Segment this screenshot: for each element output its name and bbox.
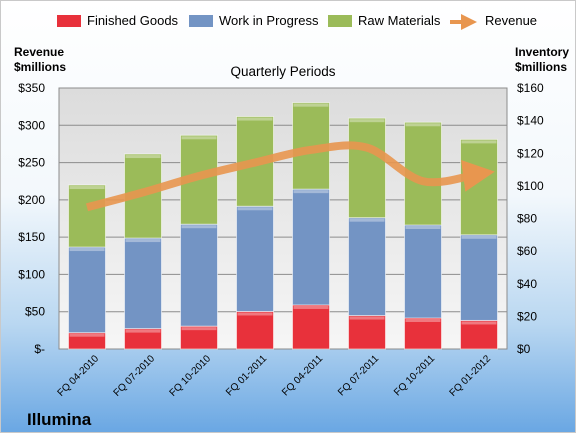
bar-work-in-progress [68, 246, 106, 334]
right-tick-label: $140 [517, 114, 544, 128]
right-tick-label: $100 [517, 179, 544, 193]
legend-label-revenue: Revenue [485, 13, 537, 28]
bar-work-in-progress-highlight [181, 225, 217, 229]
x-tick-label: FQ 07-2010 [112, 353, 158, 399]
bar-work-in-progress [404, 224, 442, 319]
bar-work-in-progress-highlight [405, 226, 441, 230]
bar-work-in-progress [460, 234, 498, 321]
bar-work-in-progress-highlight [237, 207, 273, 211]
bar-raw-materials [348, 117, 386, 219]
bar-work-in-progress-highlight [125, 239, 161, 243]
x-tick-label: FQ 10-2010 [168, 353, 214, 399]
revenue-line [85, 141, 495, 212]
revenue-line-group [85, 141, 495, 212]
left-tick-label: $350 [18, 81, 45, 95]
bar-finished-goods-highlight [69, 333, 105, 337]
bar-raw-materials-highlight [461, 140, 497, 144]
legend-swatch-work-in-progress [189, 15, 213, 27]
right-tick-label: $60 [517, 244, 537, 258]
left-axis-title-line-2: $millions [14, 60, 66, 74]
bar-raw-materials-highlight [405, 123, 441, 127]
bar-finished-goods [292, 304, 330, 350]
right-tick-label: $120 [517, 146, 544, 160]
bar-raw-materials-highlight [293, 103, 329, 107]
legend-label-work-in-progress: Work in Progress [219, 13, 319, 28]
bar-work-in-progress-highlight [69, 248, 105, 252]
x-tick-label: FQ 01-2011 [224, 353, 269, 398]
bar-raw-materials [460, 138, 498, 236]
x-tick-label: FQ 01-2012 [448, 353, 494, 399]
bar-raw-materials-highlight [349, 119, 385, 123]
left-axis-title-line-1: Revenue [14, 45, 64, 59]
legend-swatch-raw-materials [328, 15, 352, 27]
plot-subtitle: Quarterly Periods [230, 64, 335, 79]
company-name: Illumina [27, 410, 92, 429]
legend-label-finished-goods: Finished Goods [87, 13, 179, 28]
bar-finished-goods-highlight [181, 327, 217, 331]
bar-raw-materials-highlight [125, 155, 161, 159]
bar-finished-goods [460, 319, 498, 350]
bar-work-in-progress-highlight [461, 235, 497, 239]
bar-finished-goods-highlight [125, 329, 161, 333]
right-tick-label: $0 [517, 342, 531, 356]
bar-finished-goods [236, 310, 274, 350]
bar-work-in-progress [180, 223, 218, 327]
right-axis-title-line-2: $millions [515, 60, 567, 74]
legend: Finished Goods Work in Progress Raw Mate… [57, 13, 537, 30]
bar-finished-goods-highlight [349, 316, 385, 320]
x-axis-ticks: FQ 04-2010 FQ 07-2010 FQ 10-2010 FQ 01-2011… [56, 353, 494, 399]
bar-finished-goods [348, 315, 386, 350]
left-tick-label: $200 [18, 193, 45, 207]
legend-swatch-finished-goods [57, 15, 81, 27]
legend-label-raw-materials: Raw Materials [358, 13, 441, 28]
x-tick-label: FQ 04-2010 [56, 353, 102, 399]
x-tick-label: FQ 07-2011 [336, 353, 381, 398]
bar-work-in-progress-highlight [293, 190, 329, 194]
bar-work-in-progress [348, 217, 386, 317]
bar-finished-goods-highlight [237, 312, 273, 316]
legend-item-work-in-progress: Work in Progress [189, 13, 319, 28]
bar-raw-materials [68, 184, 106, 248]
right-axis-title-line-1: Inventory [515, 45, 569, 59]
bar-raw-materials-highlight [69, 186, 105, 190]
bar-work-in-progress [292, 188, 330, 306]
bar-work-in-progress [236, 205, 274, 312]
left-tick-label: $100 [18, 267, 45, 281]
bar-finished-goods-highlight [405, 319, 441, 323]
left-tick-label: $50 [25, 305, 45, 319]
right-tick-label: $40 [517, 277, 537, 291]
x-tick-label: FQ 04-2011 [280, 353, 325, 398]
right-tick-label: $80 [517, 212, 537, 226]
legend-item-revenue: Revenue [450, 13, 537, 30]
left-axis-ticks: $- $50 $100 $150 $200 $250 $300 $350 [18, 81, 45, 356]
bar-raw-materials-highlight [181, 136, 217, 140]
left-tick-label: $150 [18, 230, 45, 244]
legend-item-raw-materials: Raw Materials [328, 13, 441, 28]
right-tick-label: $20 [517, 309, 537, 323]
bar-finished-goods-highlight [461, 321, 497, 325]
left-tick-label: $- [34, 342, 45, 356]
legend-item-finished-goods: Finished Goods [57, 13, 179, 28]
bar-work-in-progress [124, 237, 162, 330]
right-tick-label: $160 [517, 81, 544, 95]
bar-finished-goods [404, 317, 442, 350]
left-tick-label: $250 [18, 156, 45, 170]
bar-finished-goods-highlight [293, 305, 329, 309]
right-axis-ticks: $0 $20 $40 $60 $80 $100 $120 $140 $160 [517, 81, 544, 356]
x-tick-label: FQ 10-2011 [392, 353, 437, 398]
left-tick-label: $300 [18, 118, 45, 132]
bar-raw-materials-highlight [237, 117, 273, 121]
bar-work-in-progress-highlight [349, 218, 385, 222]
